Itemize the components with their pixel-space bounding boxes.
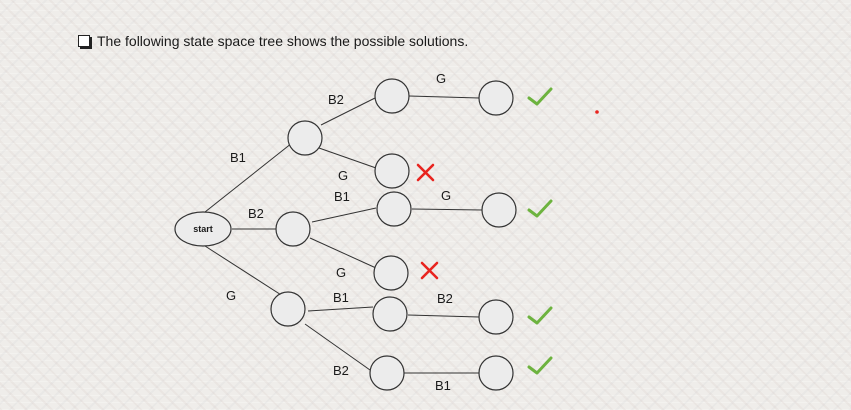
check-icon-c2-leaf bbox=[527, 356, 553, 375]
edge-label-c-c1: B1 bbox=[333, 290, 349, 305]
edge-b-b1 bbox=[311, 207, 377, 223]
edge-label-c1-leaf: B2 bbox=[437, 291, 453, 306]
edge-label-b-b2: G bbox=[336, 265, 346, 280]
node-c2 bbox=[369, 355, 405, 391]
heading: The following state space tree shows the… bbox=[78, 33, 468, 49]
node-a1-leaf bbox=[478, 80, 514, 116]
cross-icon-a2 bbox=[416, 163, 435, 182]
node-b1-leaf bbox=[481, 192, 517, 228]
edge-c-c2 bbox=[304, 323, 371, 371]
node-b1 bbox=[376, 191, 412, 227]
root-node bbox=[174, 211, 232, 247]
edge-label-start-a: B1 bbox=[230, 150, 246, 165]
node-c1 bbox=[372, 296, 408, 332]
edge-a-a1 bbox=[320, 97, 376, 126]
node-c bbox=[270, 291, 306, 327]
check-icon-b1-leaf bbox=[527, 199, 553, 218]
node-a2 bbox=[374, 153, 410, 189]
node-c2-leaf bbox=[478, 355, 514, 391]
checkbox-bullet-icon bbox=[78, 35, 90, 47]
edge-label-start-c: G bbox=[226, 288, 236, 303]
node-a bbox=[287, 120, 323, 156]
edge-label-c2-leaf: B1 bbox=[435, 378, 451, 393]
node-b2 bbox=[373, 255, 409, 291]
edge-label-b1-leaf: G bbox=[441, 188, 451, 203]
check-icon-a1-leaf bbox=[527, 87, 553, 106]
node-c1-leaf bbox=[478, 299, 514, 335]
node-a1 bbox=[374, 78, 410, 114]
edge-label-a-a1: B2 bbox=[328, 92, 344, 107]
edge-start-c bbox=[204, 245, 290, 301]
cross-icon-b2 bbox=[420, 261, 439, 280]
edge-a-a2 bbox=[318, 147, 377, 169]
heading-text: The following state space tree shows the… bbox=[97, 33, 469, 49]
edge-c-c1 bbox=[307, 306, 374, 312]
edge-label-a-a2: G bbox=[338, 168, 348, 183]
edge-c1-leaf bbox=[407, 314, 480, 318]
edge-b1-leaf bbox=[411, 208, 483, 211]
edge-a1-leaf bbox=[408, 95, 480, 99]
root-label: start bbox=[193, 224, 213, 234]
edge-label-a1-leaf: G bbox=[436, 71, 446, 86]
edge-b-b2 bbox=[309, 237, 377, 269]
edge-label-c-c2: B2 bbox=[333, 363, 349, 378]
red-dot-marker bbox=[595, 110, 599, 114]
check-icon-c1-leaf bbox=[527, 306, 553, 325]
edge-label-b-b1: B1 bbox=[334, 189, 350, 204]
edge-label-start-b: B2 bbox=[248, 206, 264, 221]
node-b bbox=[275, 211, 311, 247]
edge-start-a bbox=[204, 142, 293, 213]
